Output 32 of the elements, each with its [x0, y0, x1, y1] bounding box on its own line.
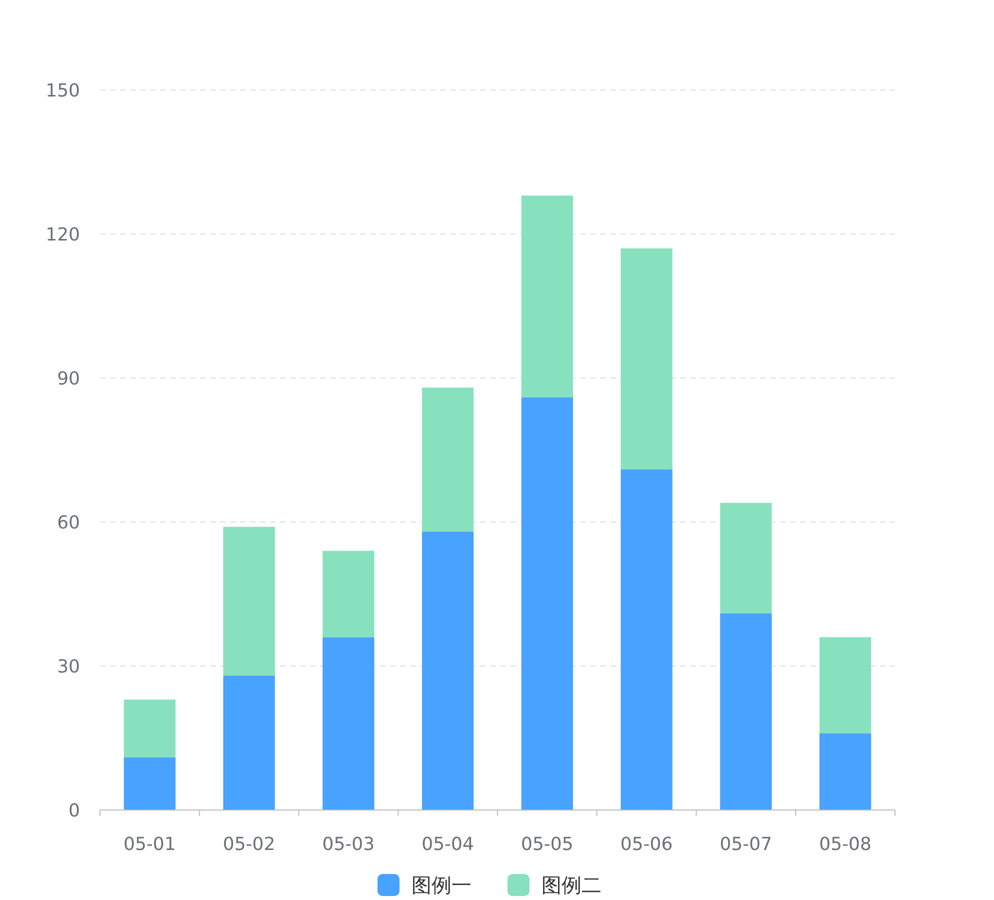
bar [422, 532, 474, 810]
bar [322, 637, 374, 810]
bar [422, 388, 474, 532]
x-tick-label: 05-05 [521, 834, 574, 855]
bar [819, 637, 872, 734]
bar [720, 613, 772, 810]
y-tick-label: 150 [46, 80, 80, 102]
bar [819, 733, 872, 810]
legend-label: 图例一 [412, 873, 472, 897]
bar [322, 550, 374, 638]
legend-label: 图例二 [542, 873, 602, 897]
x-tick-label: 05-06 [620, 834, 673, 855]
x-tick-label: 05-02 [222, 834, 276, 855]
bar [223, 526, 275, 676]
y-tick-label: 60 [57, 512, 80, 534]
bar [521, 397, 574, 810]
bar [620, 248, 672, 470]
x-tick-label: 05-01 [124, 834, 176, 855]
x-tick-label: 05-07 [720, 834, 772, 855]
bar [124, 757, 176, 810]
x-tick-label: 05-03 [322, 834, 375, 855]
bar [521, 196, 574, 398]
y-tick-label: 120 [46, 224, 80, 246]
y-tick-label: 0 [68, 800, 80, 822]
x-tick-label: 05-04 [422, 834, 474, 855]
x-tick-label: 05-08 [819, 834, 872, 855]
bar [620, 469, 672, 810]
bar [223, 676, 275, 810]
bar [720, 502, 772, 614]
bar [124, 700, 176, 758]
y-tick-label: 90 [57, 368, 80, 390]
y-tick-label: 30 [57, 656, 80, 678]
